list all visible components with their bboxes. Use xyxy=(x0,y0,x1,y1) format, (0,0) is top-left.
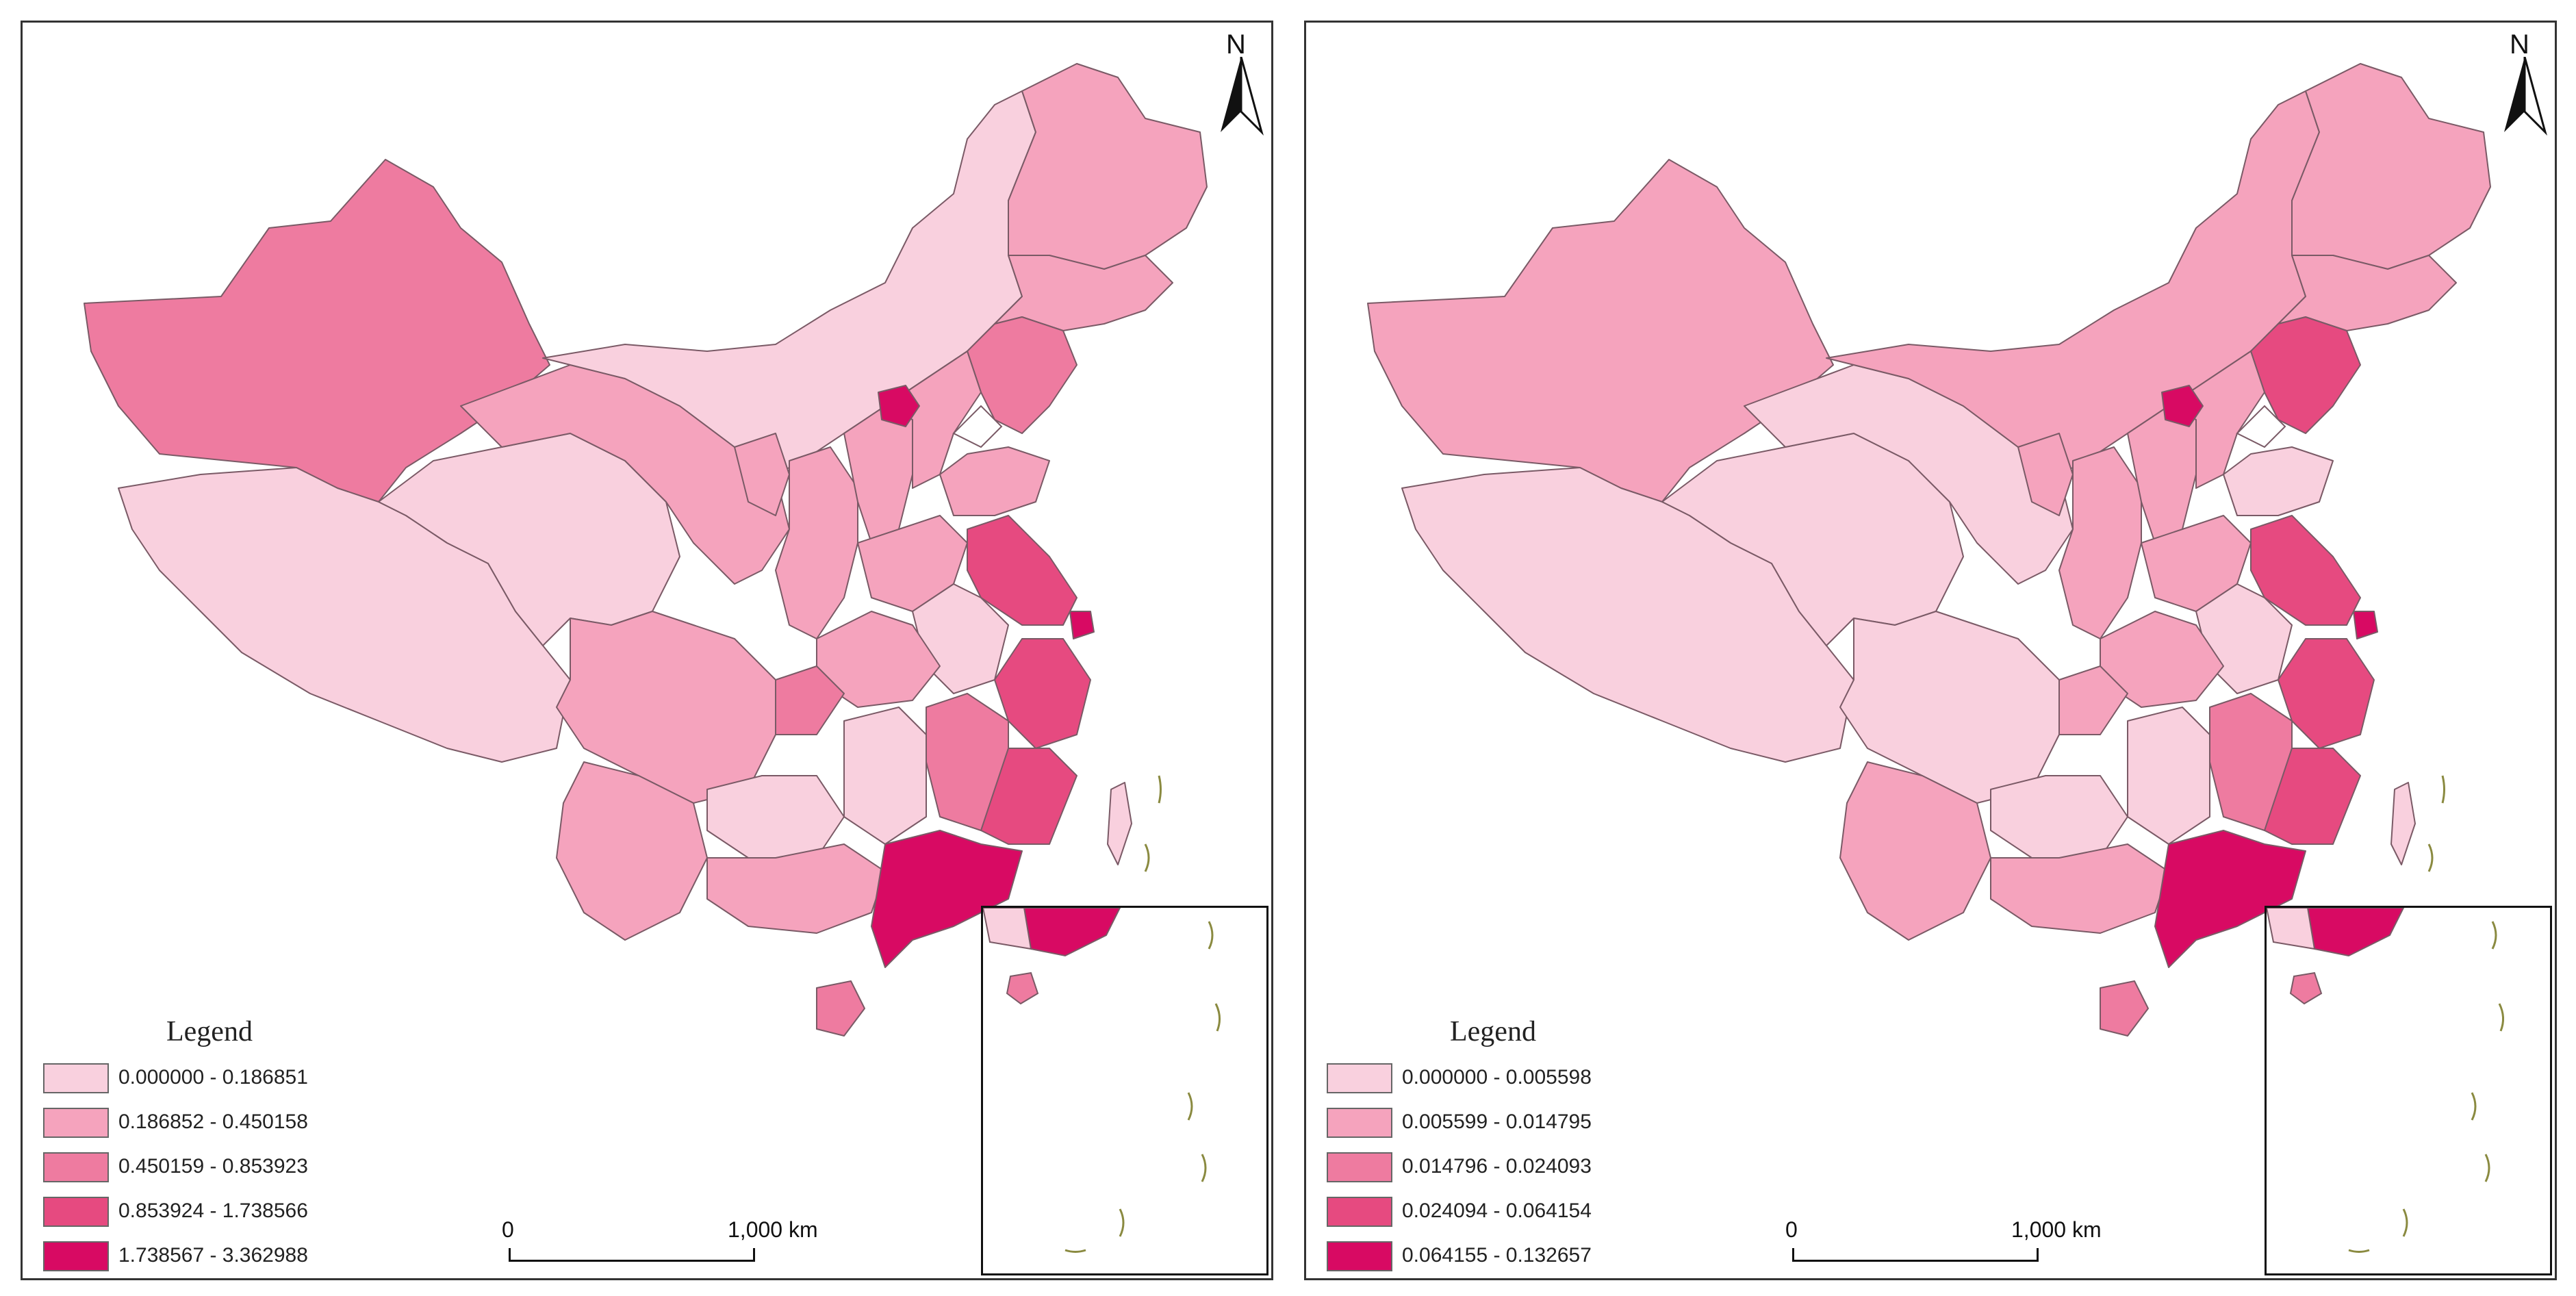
region-hainan xyxy=(2100,980,2149,1037)
scale-bar-line xyxy=(509,1248,755,1262)
scale-bar: 0 1,000 km xyxy=(1785,1217,2102,1272)
legend-label: 1.738567 - 3.362988 xyxy=(118,1244,308,1267)
region-guangxi xyxy=(706,843,886,934)
legend-swatch xyxy=(1327,1063,1392,1093)
region-sichuan xyxy=(1839,611,2060,804)
legend-swatch xyxy=(1327,1108,1392,1138)
legend-title: Legend xyxy=(1450,1016,1536,1047)
sea-bohai xyxy=(952,405,1003,448)
legend: Legend 0.000000 - 0.005598 0.005599 - 0.… xyxy=(1327,1015,1683,1278)
inset-map-svg xyxy=(983,908,1221,1253)
map-panel-right: N Legend 0.000000 - 0.005598 xyxy=(1304,21,2557,1280)
legend-label: 0.024094 - 0.064154 xyxy=(1402,1199,1592,1222)
legend-item: 0.005599 - 0.014795 xyxy=(1327,1101,1683,1142)
region-henan xyxy=(2141,515,2252,612)
region-jiangsu xyxy=(2250,515,2361,626)
legend-item: 0.024094 - 0.064154 xyxy=(1327,1190,1683,1231)
north-arrow: N xyxy=(2497,29,2552,139)
legend-swatch xyxy=(43,1197,109,1227)
north-arrow-icon xyxy=(1221,57,1264,136)
legend-label: 0.064155 - 0.132657 xyxy=(1402,1244,1592,1267)
region-shaanxi xyxy=(2058,446,2142,639)
scale-bar: 0 1,000 km xyxy=(502,1217,818,1272)
legend-item: 0.000000 - 0.005598 xyxy=(1327,1056,1683,1097)
region-beijing xyxy=(878,385,920,427)
region-henan xyxy=(857,515,968,612)
region-shandong xyxy=(2223,446,2334,516)
region-yunnan xyxy=(1839,761,1991,941)
region-zhejiang xyxy=(2278,638,2375,749)
north-arrow-icon xyxy=(2504,57,2547,136)
region-liaoning xyxy=(2250,316,2361,434)
region-guangxi xyxy=(1990,843,2169,934)
legend-label: 0.450159 - 0.853923 xyxy=(118,1155,308,1178)
legend-label: 0.186852 - 0.450158 xyxy=(118,1110,308,1133)
legend-label: 0.014796 - 0.024093 xyxy=(1402,1155,1592,1178)
map-panel-left: N Legend 0.000000 - 0.186851 xyxy=(21,21,1273,1280)
legend-item: 0.064155 - 0.132657 xyxy=(1327,1234,1683,1275)
legend-swatch xyxy=(43,1108,109,1138)
region-jiangsu xyxy=(967,515,1077,626)
legend-title: Legend xyxy=(166,1016,253,1047)
region-xinjiang xyxy=(84,159,550,503)
scale-start-label: 0 xyxy=(1785,1217,1798,1242)
region-hainan xyxy=(816,980,865,1037)
inset-map xyxy=(981,906,1268,1275)
legend-swatch xyxy=(43,1241,109,1271)
scale-start-label: 0 xyxy=(502,1217,514,1242)
legend-item: 1.738567 - 3.362988 xyxy=(43,1234,399,1275)
choropleth-map-left xyxy=(84,63,1208,1132)
legend-swatch xyxy=(43,1152,109,1182)
inset-map-svg xyxy=(2267,908,2504,1253)
north-label: N xyxy=(1226,29,1246,60)
region-heilongjiang xyxy=(1008,63,1208,270)
region-guizhou xyxy=(706,775,845,859)
region-beijing xyxy=(2161,385,2204,427)
region-heilongjiang xyxy=(2291,63,2491,270)
region-ningxia xyxy=(2017,433,2074,516)
region-shanghai xyxy=(1069,611,1095,639)
legend-item: 0.853924 - 1.738566 xyxy=(43,1190,399,1231)
region-hunan xyxy=(843,707,927,845)
legend-swatch xyxy=(43,1063,109,1093)
legend-label: 0.000000 - 0.005598 xyxy=(1402,1066,1592,1089)
legend-swatch xyxy=(1327,1241,1392,1271)
region-shandong xyxy=(939,446,1050,516)
region-jilin xyxy=(2278,255,2457,331)
legend-item: 0.450159 - 0.853923 xyxy=(43,1145,399,1186)
region-liaoning xyxy=(967,316,1077,434)
legend-label: 0.000000 - 0.186851 xyxy=(118,1066,308,1089)
legend-swatch xyxy=(1327,1197,1392,1227)
region-taiwan xyxy=(2390,782,2416,865)
scale-end-label: 1,000 km xyxy=(2011,1217,2102,1242)
scale-end-label: 1,000 km xyxy=(728,1217,818,1242)
north-arrow: N xyxy=(1214,29,1268,139)
choropleth-map-right xyxy=(1367,63,2491,1132)
region-guizhou xyxy=(1990,775,2128,859)
region-ningxia xyxy=(734,433,790,516)
legend-swatch xyxy=(1327,1152,1392,1182)
region-yunnan xyxy=(556,761,708,941)
legend-item: 0.186852 - 0.450158 xyxy=(43,1101,399,1142)
legend-item: 0.000000 - 0.186851 xyxy=(43,1056,399,1097)
region-fujian xyxy=(980,748,1077,845)
region-sichuan xyxy=(556,611,776,804)
legend-item: 0.014796 - 0.024093 xyxy=(1327,1145,1683,1186)
legend-label: 0.005599 - 0.014795 xyxy=(1402,1110,1592,1133)
sea-bohai xyxy=(2236,405,2286,448)
region-xinjiang xyxy=(1367,159,1834,503)
region-fujian xyxy=(2264,748,2361,845)
region-shanghai xyxy=(2353,611,2378,639)
legend: Legend 0.000000 - 0.186851 0.186852 - 0.… xyxy=(43,1015,399,1278)
legend-label: 0.853924 - 1.738566 xyxy=(118,1199,308,1222)
region-jilin xyxy=(994,255,1173,331)
inset-map xyxy=(2265,906,2552,1275)
scale-bar-line xyxy=(1792,1248,2039,1262)
region-hunan xyxy=(2127,707,2210,845)
region-shaanxi xyxy=(775,446,858,639)
region-zhejiang xyxy=(994,638,1091,749)
region-taiwan xyxy=(1107,782,1132,865)
north-label: N xyxy=(2510,29,2529,60)
